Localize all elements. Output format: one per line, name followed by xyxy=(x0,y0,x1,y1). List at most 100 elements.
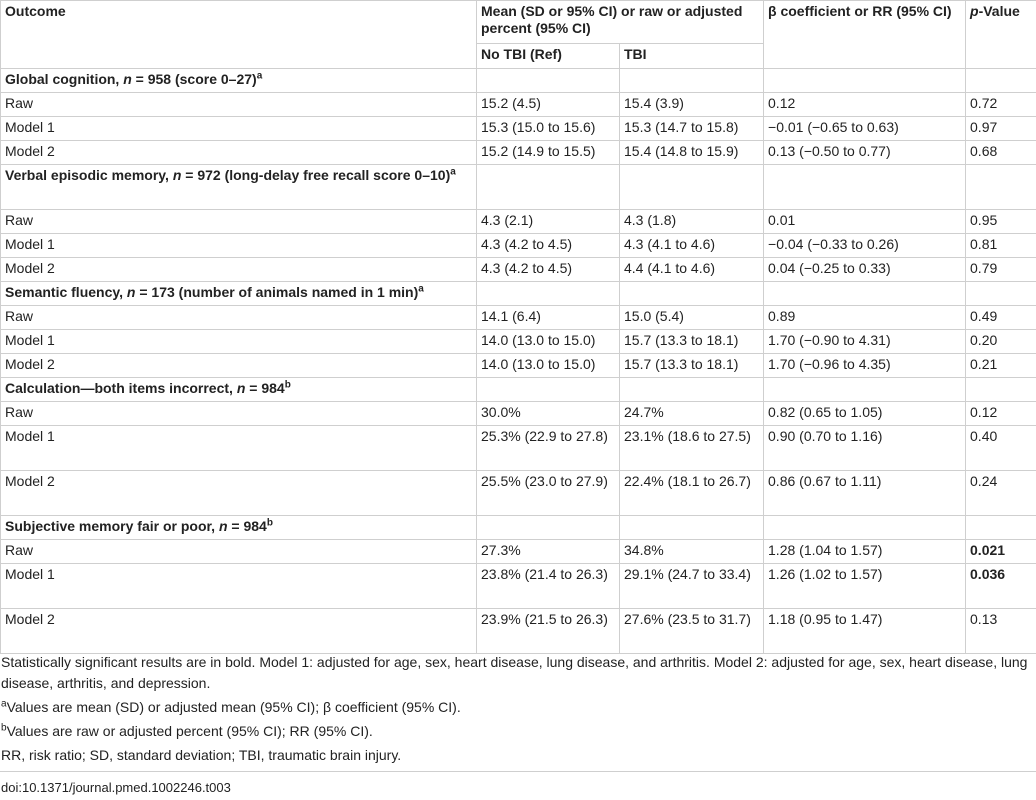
row-label: Raw xyxy=(0,401,477,426)
table-notes: Statistically significant results are in… xyxy=(0,652,1036,766)
cell-pvalue-container: 0.95 xyxy=(965,209,1036,234)
cell-pvalue: 0.021 xyxy=(970,542,1006,558)
header-pvalue-italic: p xyxy=(970,3,979,19)
cell-no-tbi: 4.3 (4.2 to 4.5) xyxy=(476,257,620,282)
cell-no-tbi: 15.2 (14.9 to 15.5) xyxy=(476,140,620,165)
cell-pvalue-container: 0.20 xyxy=(965,329,1036,354)
cell-beta: 1.26 (1.02 to 1.57) xyxy=(763,563,967,609)
cell-beta: 0.01 xyxy=(763,209,967,234)
cell-pvalue-container: 0.021 xyxy=(965,539,1036,564)
table-row: Raw 14.1 (6.4) 15.0 (5.4) 0.89 0.49 xyxy=(0,305,1036,330)
footnote-a-marker: a xyxy=(1,698,7,710)
cell-tbi: 24.7% xyxy=(618,401,765,426)
cell-beta: 0.13 (−0.50 to 0.77) xyxy=(763,140,967,165)
cell-pvalue: 0.036 xyxy=(970,566,1006,582)
header-pvalue-rest: -Value xyxy=(978,3,1020,19)
cell-no-tbi: 14.0 (13.0 to 15.0) xyxy=(476,353,620,378)
section-footnote-marker: b xyxy=(284,379,291,391)
section-title-post: = 972 (long-delay free recall score 0–10… xyxy=(181,167,451,183)
empty-cell xyxy=(965,68,1036,93)
cell-pvalue-container: 0.97 xyxy=(965,116,1036,141)
section-title-post: = 958 (score 0–27) xyxy=(131,71,257,87)
empty-cell xyxy=(763,68,967,93)
cell-tbi: 15.3 (14.7 to 15.8) xyxy=(618,116,765,141)
cell-pvalue: 0.40 xyxy=(970,428,998,444)
cell-pvalue: 0.24 xyxy=(970,473,998,489)
cell-pvalue-container: 0.81 xyxy=(965,233,1036,258)
section-title-pre: Verbal episodic memory, xyxy=(5,167,173,183)
cell-pvalue: 0.97 xyxy=(970,119,998,135)
cell-tbi: 29.1% (24.7 to 33.4) xyxy=(618,563,765,609)
row-label: Model 2 xyxy=(0,353,477,378)
cell-tbi: 4.3 (1.8) xyxy=(618,209,765,234)
cell-pvalue-container: 0.79 xyxy=(965,257,1036,282)
table-row: Raw 30.0% 24.7% 0.82 (0.65 to 1.05) 0.12 xyxy=(0,401,1036,426)
cell-pvalue-container: 0.21 xyxy=(965,353,1036,378)
table-row: Raw 4.3 (2.1) 4.3 (1.8) 0.01 0.95 xyxy=(0,209,1036,234)
table-body: Global cognition, n = 958 (score 0–27)a R… xyxy=(0,68,1036,654)
row-label: Model 2 xyxy=(0,608,477,654)
section-header-row: Global cognition, n = 958 (score 0–27)a xyxy=(0,68,1036,93)
row-label: Model 2 xyxy=(0,140,477,165)
empty-cell xyxy=(476,68,620,93)
empty-cell xyxy=(965,281,1036,306)
section-title-n: n xyxy=(236,380,246,396)
table-row: Model 1 15.3 (15.0 to 15.6) 15.3 (14.7 to … xyxy=(0,116,1036,141)
note-main: Statistically significant results are in… xyxy=(1,654,1028,691)
cell-tbi: 4.4 (4.1 to 4.6) xyxy=(618,257,765,282)
section-title-pre: Global cognition, xyxy=(5,71,124,87)
empty-cell xyxy=(618,68,765,93)
empty-cell xyxy=(965,377,1036,402)
cell-beta: 1.70 (−0.90 to 4.31) xyxy=(763,329,967,354)
cell-pvalue: 0.13 xyxy=(970,611,998,627)
cell-beta: −0.04 (−0.33 to 0.26) xyxy=(763,233,967,258)
section-title-post: = 173 (number of animals named in 1 min) xyxy=(135,284,419,300)
cell-no-tbi: 23.8% (21.4 to 26.3) xyxy=(476,563,620,609)
footnote-a-text: Values are mean (SD) or adjusted mean (9… xyxy=(6,699,461,715)
cell-beta: 1.70 (−0.96 to 4.35) xyxy=(763,353,967,378)
cell-beta: 1.18 (0.95 to 1.47) xyxy=(763,608,967,654)
empty-cell xyxy=(618,377,765,402)
empty-cell xyxy=(763,515,967,540)
row-label: Model 1 xyxy=(0,329,477,354)
cell-beta: 0.90 (0.70 to 1.16) xyxy=(763,425,967,471)
row-label: Raw xyxy=(0,209,477,234)
cell-pvalue: 0.49 xyxy=(970,308,998,324)
empty-cell xyxy=(763,281,967,306)
cell-tbi: 15.0 (5.4) xyxy=(618,305,765,330)
note-abbreviations: RR, risk ratio; SD, standard deviation; … xyxy=(1,747,402,763)
cell-pvalue: 0.72 xyxy=(970,95,998,111)
cell-pvalue: 0.79 xyxy=(970,260,998,276)
table-row: Model 1 14.0 (13.0 to 15.0) 15.7 (13.3 to … xyxy=(0,329,1036,354)
cell-pvalue: 0.95 xyxy=(970,212,998,228)
cell-pvalue-container: 0.13 xyxy=(965,608,1036,654)
cell-tbi: 15.7 (13.3 to 18.1) xyxy=(618,353,765,378)
cell-pvalue-container: 0.49 xyxy=(965,305,1036,330)
footnote-a: aValues are mean (SD) or adjusted mean (… xyxy=(0,697,1036,718)
section-title: Calculation—both items incorrect, n = 98… xyxy=(0,377,477,402)
cell-tbi: 22.4% (18.1 to 26.7) xyxy=(618,470,765,516)
header-no-tbi: No TBI (Ref) xyxy=(476,43,620,69)
doi-link[interactable]: doi:10.1371/journal.pmed.1002246.t003 xyxy=(1,780,231,795)
section-header-row: Semantic fluency, n = 173 (number of ani… xyxy=(0,281,1036,306)
row-label: Raw xyxy=(0,92,477,117)
cell-beta: 0.04 (−0.25 to 0.33) xyxy=(763,257,967,282)
empty-cell xyxy=(618,164,765,210)
section-title-pre: Semantic fluency, xyxy=(5,284,127,300)
cell-pvalue-container: 0.40 xyxy=(965,425,1036,471)
empty-cell xyxy=(476,515,620,540)
section-title-pre: Calculation—both items incorrect, xyxy=(5,380,237,396)
empty-cell xyxy=(618,281,765,306)
section-title-n: n xyxy=(218,518,228,534)
cell-pvalue-container: 0.036 xyxy=(965,563,1036,609)
table-row: Model 1 4.3 (4.2 to 4.5) 4.3 (4.1 to 4.6) −… xyxy=(0,233,1036,258)
cell-no-tbi: 15.2 (4.5) xyxy=(476,92,620,117)
footnote-b-text: Values are raw or adjusted percent (95% … xyxy=(6,723,373,739)
row-label: Raw xyxy=(0,539,477,564)
header-mean-group: Mean (SD or 95% CI) or raw or adjusted p… xyxy=(475,0,765,44)
row-label: Model 1 xyxy=(0,563,477,609)
cell-no-tbi: 23.9% (21.5 to 26.3) xyxy=(476,608,620,654)
table-row: Model 2 23.9% (21.5 to 26.3) 27.6% (23.5 t… xyxy=(0,608,1036,654)
header-outcome: Outcome xyxy=(0,0,477,69)
